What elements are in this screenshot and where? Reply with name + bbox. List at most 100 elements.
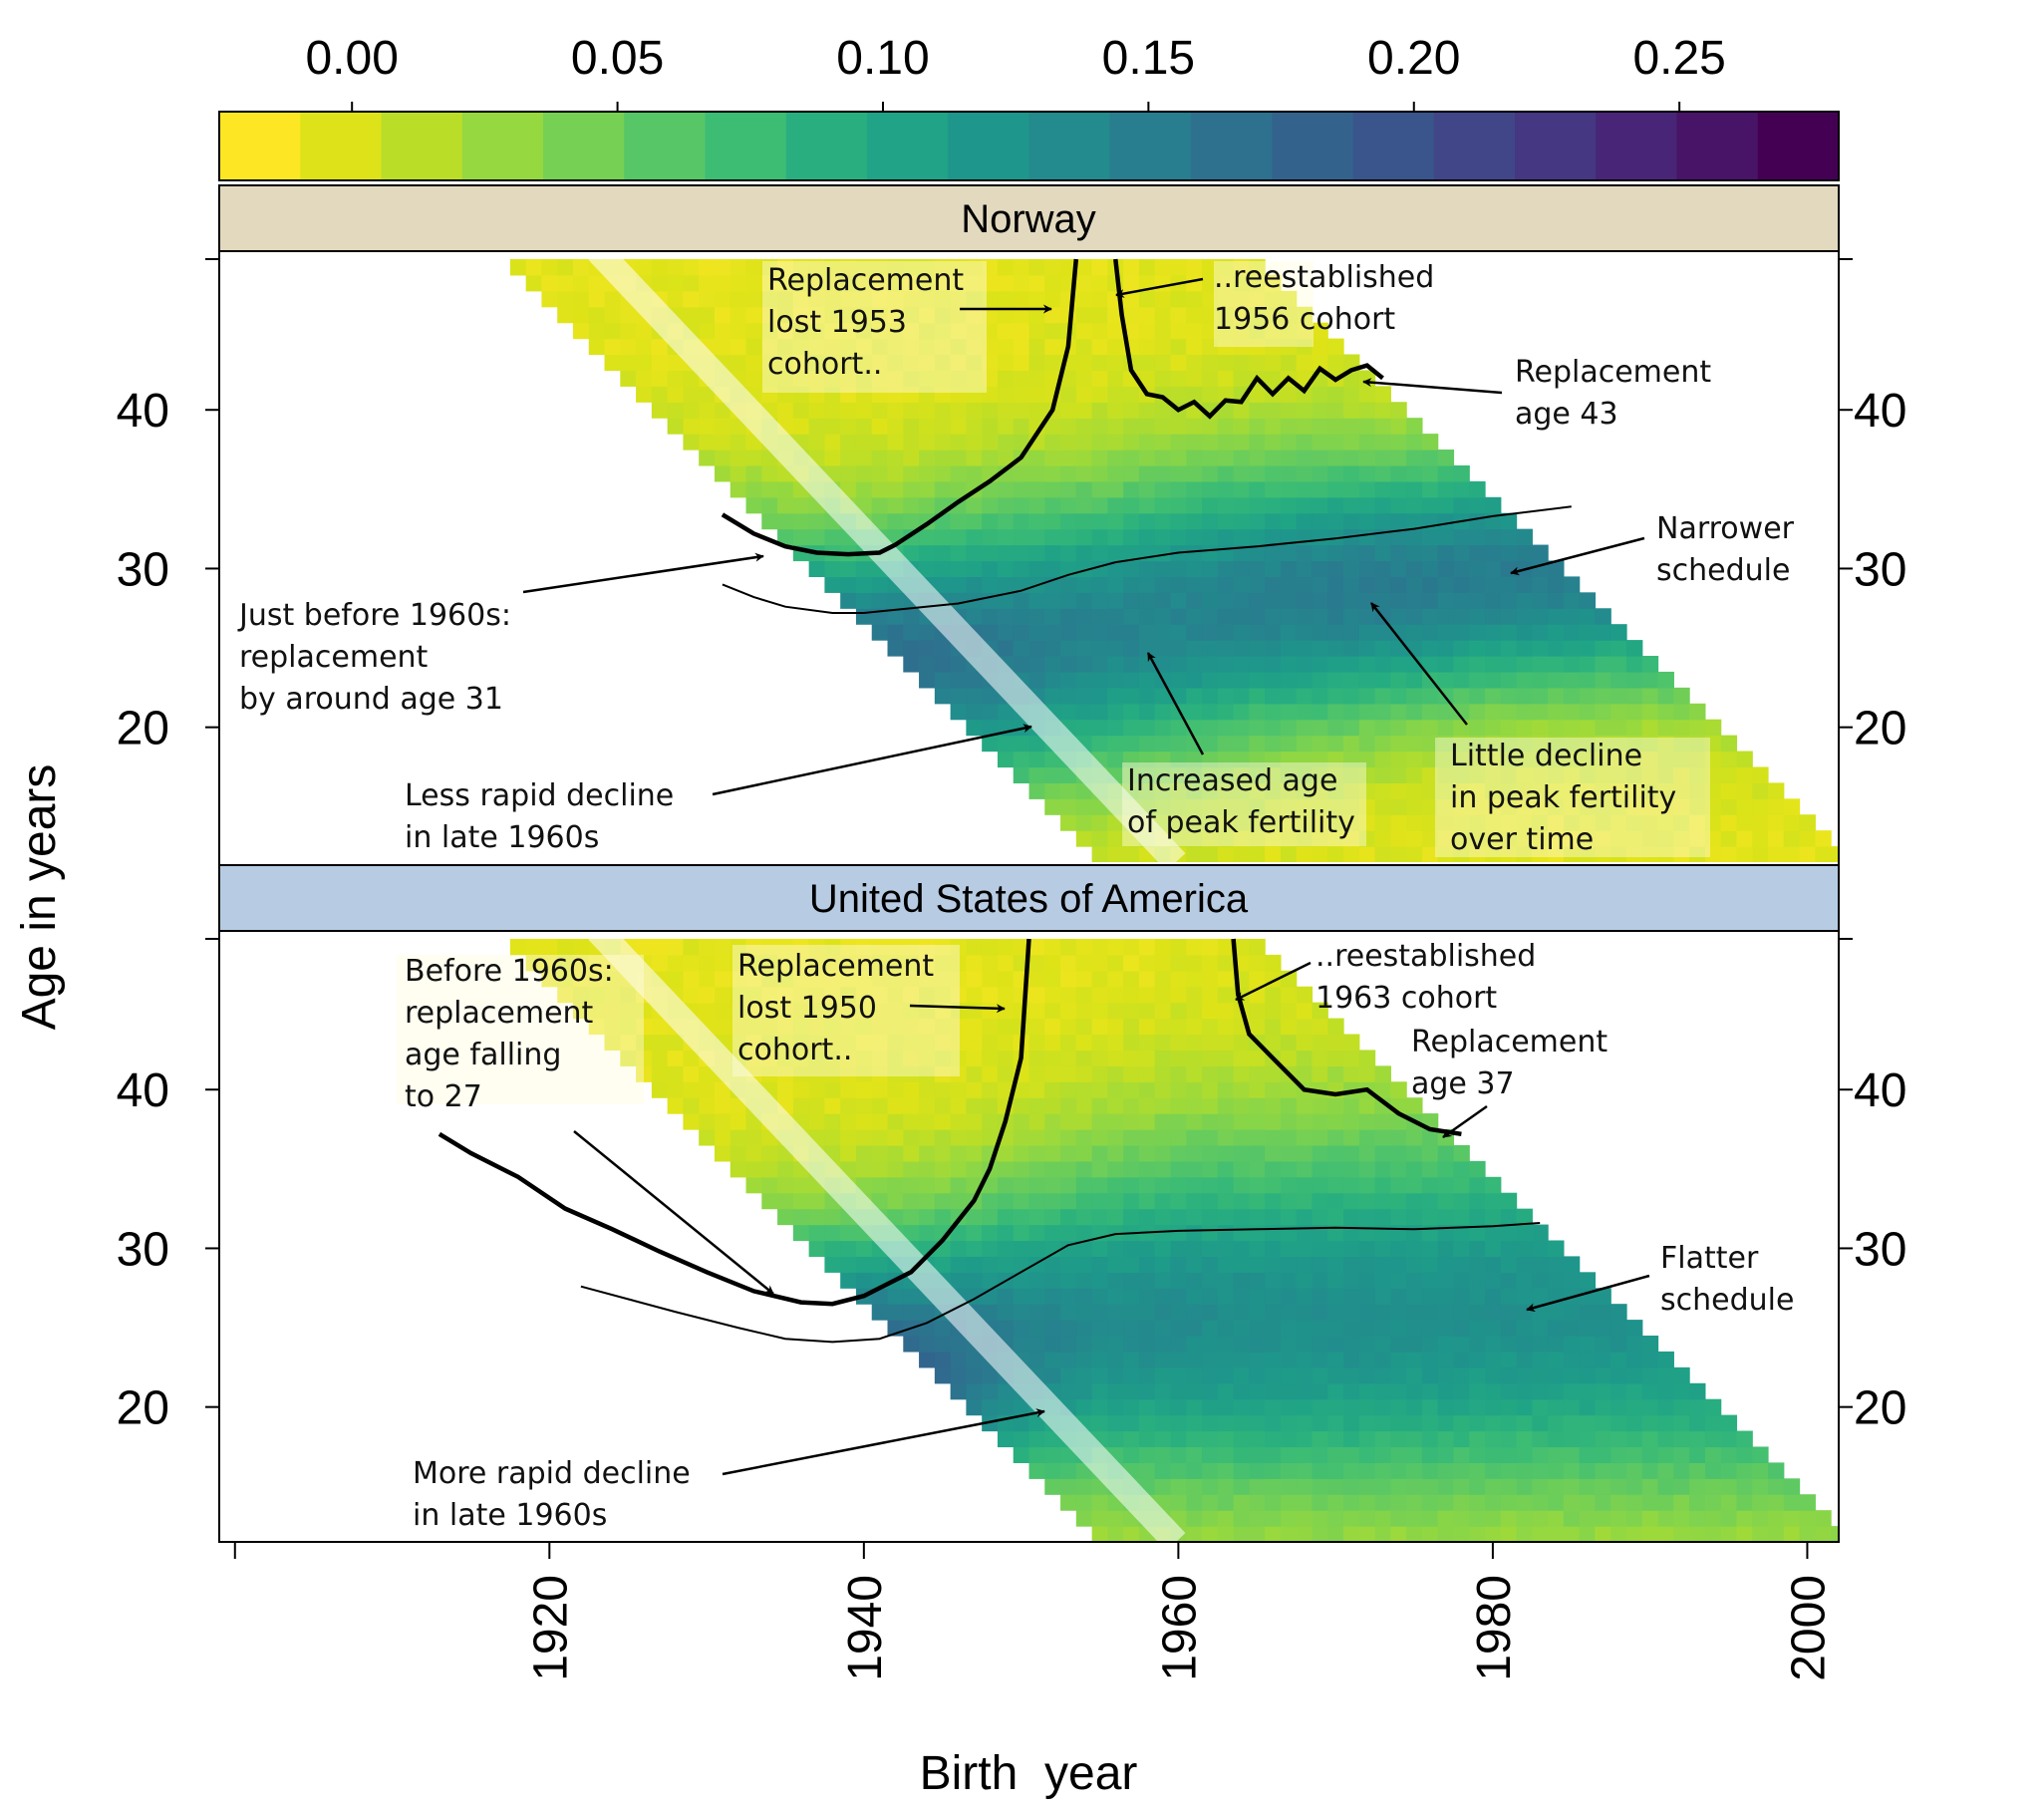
heatmap-cell: [1516, 624, 1533, 641]
heatmap-cell: [934, 1129, 952, 1146]
heatmap-cell: [1233, 1065, 1250, 1082]
heatmap-cell: [1202, 1288, 1219, 1305]
heatmap-cell: [1154, 703, 1172, 721]
heatmap-cell: [557, 274, 574, 292]
panel-border-usa: [218, 930, 1840, 1543]
heatmap-cell: [1421, 751, 1439, 768]
heatmap-cell: [1579, 1478, 1597, 1495]
heatmap-cell: [777, 512, 794, 530]
heatmap-cell: [604, 1034, 621, 1052]
heatmap-cell: [1186, 1526, 1203, 1542]
heatmap-cell: [1217, 814, 1235, 831]
heatmap-cell: [1217, 1097, 1235, 1114]
heatmap-cell: [1500, 1272, 1518, 1289]
heatmap-cell: [1202, 1176, 1219, 1194]
heatmap-cell: [1265, 528, 1282, 546]
heatmap-cell: [1154, 1129, 1172, 1146]
heatmap-cell: [1704, 814, 1722, 831]
heatmap-cell: [1421, 1304, 1439, 1321]
heatmap-cell: [1154, 512, 1172, 530]
heatmap-cell: [1123, 751, 1140, 768]
heatmap-cell: [1327, 576, 1344, 593]
heatmap-cell: [855, 290, 873, 308]
heatmap-cell: [1186, 986, 1203, 1004]
heatmap-cell: [1060, 480, 1077, 498]
heatmap-cell: [1075, 1097, 1093, 1114]
heatmap-cell: [1296, 830, 1314, 847]
heatmap-cell: [1280, 814, 1298, 831]
heatmap-cell: [1453, 1240, 1470, 1257]
heatmap-cell: [761, 1160, 778, 1178]
heatmap-cell: [1154, 576, 1172, 593]
heatmap-cell: [1641, 1366, 1659, 1384]
heatmap-cell: [1437, 1526, 1455, 1542]
heatmap-cell: [588, 306, 606, 324]
heatmap-cell: [1500, 640, 1518, 657]
heatmap-cell: [1107, 830, 1124, 847]
heatmap-cell: [1469, 1494, 1486, 1511]
heatmap-cell: [1673, 1462, 1690, 1479]
heatmap-cell: [966, 703, 983, 721]
heatmap-cell: [1485, 1208, 1502, 1226]
heatmap-cell: [683, 938, 700, 956]
heatmap-cell: [1217, 1240, 1235, 1257]
heatmap-cell: [950, 1018, 967, 1036]
heatmap-cell: [1312, 703, 1328, 721]
heatmap-cell: [1217, 735, 1235, 753]
heatmap-cell: [1013, 290, 1030, 308]
heatmap-cell: [1437, 608, 1455, 625]
heatmap-cell: [1374, 798, 1391, 815]
heatmap-cell: [903, 306, 920, 324]
heatmap-cell: [919, 386, 936, 403]
heatmap-cell: [1500, 1288, 1518, 1305]
heatmap-cell: [1327, 846, 1344, 862]
heatmap-cell: [1453, 608, 1470, 625]
heatmap-cell: [1028, 954, 1045, 972]
heatmap-cell: [1720, 1526, 1738, 1542]
heatmap-cell: [1532, 1366, 1549, 1384]
heatmap-cell: [1280, 1224, 1298, 1242]
heatmap-cell: [934, 370, 952, 387]
heatmap-cell: [1296, 1382, 1314, 1400]
heatmap-cell: [1485, 1382, 1502, 1400]
heatmap-cell: [1107, 624, 1124, 641]
heatmap-cell: [1107, 846, 1124, 862]
heatmap-cell: [1060, 1034, 1077, 1052]
heatmap-cell: [1343, 798, 1360, 815]
heatmap-cell: [1170, 1224, 1187, 1242]
heatmap-cell: [887, 1081, 904, 1098]
heatmap-cell: [1374, 1081, 1391, 1098]
heatmap-cell: [950, 480, 967, 498]
heatmap-cell: [1091, 1018, 1108, 1036]
heatmap-cell: [1437, 1510, 1455, 1527]
heatmap-cell: [1217, 1288, 1235, 1305]
heatmap-cell: [777, 274, 794, 292]
heatmap-cell: [1390, 1320, 1407, 1337]
heatmap-cell: [1390, 464, 1407, 482]
heatmap-cell: [840, 954, 857, 972]
heatmap-cell: [1075, 1113, 1093, 1130]
heatmap-cell: [792, 370, 810, 387]
heatmap-cell: [1202, 1144, 1219, 1162]
heatmap-cell: [1044, 1256, 1061, 1273]
heatmap-cell: [1595, 640, 1611, 657]
heatmap-cell: [1091, 1144, 1108, 1162]
heatmap-cell: [1249, 1160, 1266, 1178]
heatmap-cell: [855, 1144, 873, 1162]
heatmap-cell: [934, 1192, 952, 1210]
heatmap-cell: [950, 1351, 967, 1368]
heatmap-cell: [1028, 1192, 1045, 1210]
heatmap-cell: [871, 338, 889, 356]
heatmap-cell: [1280, 418, 1298, 435]
heatmap-cell: [1358, 1272, 1376, 1289]
heatmap-cell: [1154, 1288, 1172, 1305]
heatmap-cell: [1437, 450, 1455, 466]
heatmap-cell: [1296, 1034, 1314, 1052]
heatmap-cell: [1610, 782, 1627, 799]
heatmap-cell: [1641, 656, 1659, 673]
heatmap-cell: [1689, 1398, 1706, 1416]
heatmap-cell: [1689, 846, 1706, 862]
heatmap-cell: [777, 258, 794, 276]
heatmap-cell: [1170, 640, 1187, 657]
heatmap-cell: [1327, 1446, 1344, 1463]
